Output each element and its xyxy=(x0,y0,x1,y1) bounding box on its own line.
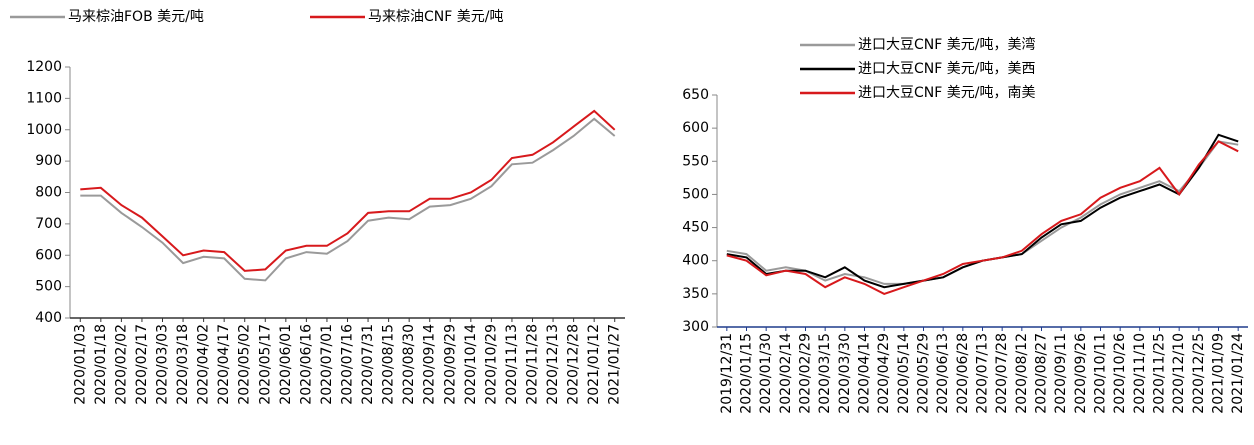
x-tick-label: 2020/06/28 xyxy=(955,333,971,414)
y-tick-label: 1100 xyxy=(26,90,62,106)
x-tick-label: 2020/12/13 xyxy=(545,324,561,405)
x-tick-label: 2020/05/02 xyxy=(237,324,253,405)
x-tick-label: 2020/11/25 xyxy=(1152,333,1168,414)
legend-label: 进口大豆CNF 美元/吨，美西 xyxy=(858,61,1035,77)
x-tick-label: 2020/08/12 xyxy=(1014,333,1030,414)
x-tick-label: 2020/03/15 xyxy=(817,333,833,414)
x-tick-label: 2020/02/29 xyxy=(798,333,814,414)
x-tick-label: 2021/01/27 xyxy=(607,324,623,405)
line-series xyxy=(726,140,1239,285)
y-tick-label: 1000 xyxy=(26,122,62,138)
legend-label: 马来棕油CNF 美元/吨 xyxy=(368,9,503,25)
x-tick-label: 2020/09/11 xyxy=(1053,333,1069,414)
x-tick-label: 2021/01/12 xyxy=(586,324,602,405)
x-tick-label: 2020/01/18 xyxy=(93,324,109,405)
line-series xyxy=(726,140,1239,295)
x-tick-label: 2020/02/14 xyxy=(778,333,794,414)
y-tick-label: 600 xyxy=(35,247,62,263)
x-tick-label: 2020/03/30 xyxy=(837,333,853,414)
x-tick-label: 2019/12/31 xyxy=(719,333,735,414)
x-tick-label: 2020/02/02 xyxy=(113,324,129,405)
x-tick-label: 2020/05/17 xyxy=(257,324,273,405)
x-tick-label: 2020/07/13 xyxy=(975,333,991,414)
y-tick-label: 1200 xyxy=(26,59,62,75)
x-tick-label: 2020/11/28 xyxy=(525,324,541,405)
legend-label: 进口大豆CNF 美元/吨，南美 xyxy=(858,85,1035,101)
line-series xyxy=(80,109,616,272)
x-tick-label: 2020/08/15 xyxy=(381,324,397,405)
x-tick-label: 2020/04/02 xyxy=(196,324,212,405)
line-series xyxy=(726,133,1239,289)
x-tick-label: 2020/05/14 xyxy=(896,333,912,414)
x-tick-label: 2020/07/28 xyxy=(994,333,1010,414)
y-tick-label: 400 xyxy=(682,253,709,269)
x-tick-label: 2020/03/03 xyxy=(155,324,171,405)
x-tick-label: 2020/04/14 xyxy=(857,333,873,414)
y-tick-label: 500 xyxy=(35,279,62,295)
x-tick-label: 2020/10/29 xyxy=(483,324,499,405)
y-tick-label: 800 xyxy=(35,185,62,201)
x-tick-label: 2020/07/31 xyxy=(360,324,376,405)
x-tick-label: 2020/12/28 xyxy=(566,324,582,405)
x-tick-label: 2020/11/13 xyxy=(504,324,520,405)
x-tick-label: 2020/10/11 xyxy=(1093,333,1109,414)
y-tick-label: 350 xyxy=(682,286,709,302)
x-tick-label: 2020/09/14 xyxy=(422,324,438,405)
x-tick-label: 2020/10/14 xyxy=(463,324,479,405)
x-tick-label: 2020/04/17 xyxy=(216,324,232,405)
y-tick-label: 600 xyxy=(682,120,709,136)
y-tick-label: 550 xyxy=(682,153,709,169)
x-tick-label: 2020/11/10 xyxy=(1132,333,1148,414)
x-tick-label: 2020/06/16 xyxy=(298,324,314,405)
x-tick-label: 2021/01/09 xyxy=(1211,333,1227,414)
x-tick-label: 2020/03/18 xyxy=(175,324,191,405)
x-tick-label: 2020/02/17 xyxy=(134,324,150,405)
y-tick-label: 900 xyxy=(35,153,62,169)
y-tick-label: 300 xyxy=(682,319,709,335)
x-tick-label: 2020/08/27 xyxy=(1034,333,1050,414)
y-tick-label: 700 xyxy=(35,216,62,232)
x-tick-label: 2020/07/16 xyxy=(340,324,356,405)
y-tick-label: 500 xyxy=(682,186,709,202)
x-tick-label: 2020/08/30 xyxy=(401,324,417,405)
x-tick-label: 2020/09/29 xyxy=(442,324,458,405)
x-tick-label: 2020/06/13 xyxy=(935,333,951,414)
x-tick-label: 2020/05/29 xyxy=(916,333,932,414)
y-tick-label: 450 xyxy=(682,220,709,236)
x-tick-label: 2020/07/01 xyxy=(319,324,335,405)
legend-label: 进口大豆CNF 美元/吨，美湾 xyxy=(858,36,1035,53)
y-tick-label: 650 xyxy=(682,87,709,103)
x-tick-label: 2020/01/03 xyxy=(72,324,88,405)
x-tick-label: 2020/06/01 xyxy=(278,324,294,405)
x-tick-label: 2020/12/25 xyxy=(1191,333,1207,414)
x-tick-label: 2020/01/30 xyxy=(758,333,774,414)
x-tick-label: 2020/12/10 xyxy=(1171,333,1187,414)
line-series xyxy=(80,117,616,282)
x-tick-label: 2020/04/29 xyxy=(876,333,892,414)
x-tick-label: 2020/01/15 xyxy=(739,333,755,414)
x-tick-label: 2020/10/26 xyxy=(1112,333,1128,414)
x-tick-label: 2020/09/26 xyxy=(1073,333,1089,414)
legend-label: 马来棕油FOB 美元/吨 xyxy=(68,9,204,25)
x-tick-label: 2021/01/24 xyxy=(1230,333,1246,414)
y-tick-label: 400 xyxy=(35,310,62,326)
